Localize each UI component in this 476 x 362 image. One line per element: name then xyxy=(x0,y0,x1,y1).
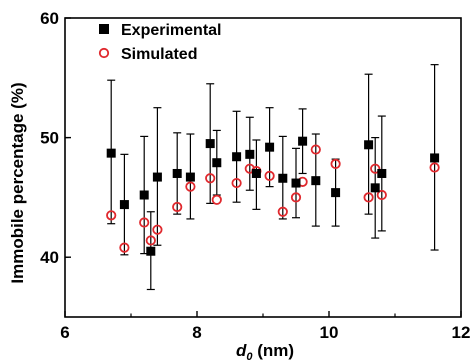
legend: Experimental Simulated xyxy=(99,22,221,63)
experimental-point xyxy=(252,169,261,178)
y-axis-title: Immobile percentage (%) xyxy=(8,82,27,283)
experimental-point xyxy=(153,173,162,182)
experimental-point xyxy=(278,174,287,183)
experimental-point xyxy=(311,176,320,185)
experimental-point xyxy=(146,247,155,256)
legend-label-simulated: Simulated xyxy=(121,46,197,63)
experimental-point xyxy=(430,153,439,162)
experimental-point xyxy=(173,169,182,178)
legend-marker-simulated xyxy=(100,49,108,57)
y-tick-label-40: 40 xyxy=(40,248,59,267)
x-tick-label-6: 6 xyxy=(60,323,69,342)
experimental-point xyxy=(186,173,195,182)
experimental-point xyxy=(120,200,129,209)
experimental-point xyxy=(292,179,301,188)
x-axis-title-main: d xyxy=(236,341,247,360)
experimental-point xyxy=(107,149,116,158)
x-tick-label-10: 10 xyxy=(320,323,339,342)
x-tick-label-12: 12 xyxy=(452,323,471,342)
x-axis-title: d0 (nm) xyxy=(236,341,294,362)
experimental-point xyxy=(331,188,340,197)
experimental-point xyxy=(371,183,380,192)
legend-marker-experimental xyxy=(99,24,109,34)
experimental-point xyxy=(377,169,386,178)
experimental-point xyxy=(212,158,221,167)
experimental-point xyxy=(265,143,274,152)
data-markers xyxy=(107,137,439,256)
experimental-point xyxy=(140,191,149,200)
y-tick-label-50: 50 xyxy=(40,129,59,148)
simulated-point xyxy=(213,196,221,204)
x-tick-label-8: 8 xyxy=(192,323,201,342)
y-tick-label-60: 60 xyxy=(40,9,59,28)
experimental-point xyxy=(298,137,307,146)
legend-label-experimental: Experimental xyxy=(121,22,221,39)
experimental-point xyxy=(206,139,215,148)
experimental-point xyxy=(364,140,373,149)
experimental-point xyxy=(245,150,254,159)
x-axis-title-unit: (nm) xyxy=(252,341,294,360)
experimental-point xyxy=(232,152,241,161)
